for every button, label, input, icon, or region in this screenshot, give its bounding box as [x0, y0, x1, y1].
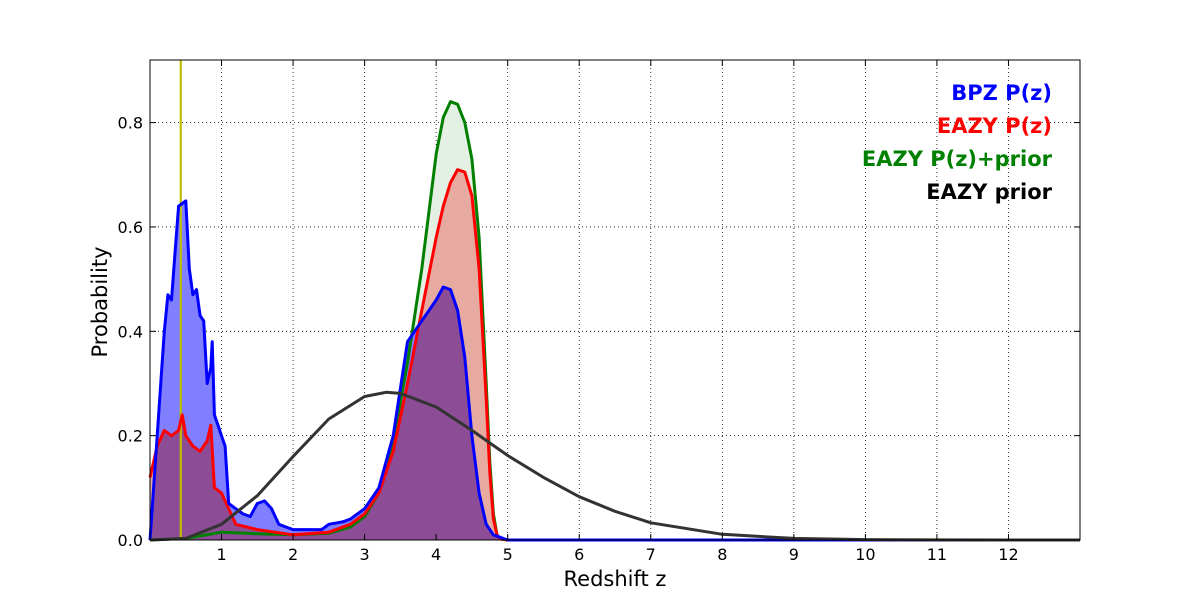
grid	[150, 60, 1080, 541]
y-tick-label-1: 0.2	[118, 427, 143, 446]
x-tick-label-2: 3	[360, 545, 370, 564]
legend-entry-bpz-p-z: BPZ P(z)	[951, 81, 1052, 105]
y-axis-title: Probability	[88, 246, 112, 357]
x-tick-label-0: 1	[216, 545, 226, 564]
x-tick-label-9: 10	[855, 545, 875, 564]
plot-area	[150, 60, 1080, 540]
legend-entry-eazy-p-z: EAZY P(z)	[937, 114, 1052, 138]
y-tick-label-0: 0.0	[118, 531, 143, 550]
x-tick-label-4: 5	[503, 545, 513, 564]
legend: BPZ P(z) EAZY P(z) EAZY P(z)+prior EAZY pri…	[862, 81, 1053, 204]
y-tick-label-4: 0.8	[118, 114, 143, 133]
x-tick-label-5: 6	[574, 545, 584, 564]
tick-labels: 1 2 3 4 5 6 7 8 9 10 11 120.00.20.40.60.8	[118, 114, 1019, 564]
legend-entry-eazy-p-z-prior: EAZY P(z)+prior	[862, 147, 1053, 171]
series-line-bpz-p-z	[148, 199, 1080, 542]
x-tick-label-8: 9	[789, 545, 799, 564]
axes	[149, 59, 1081, 541]
x-tick-label-10: 11	[927, 545, 947, 564]
x-axis-title: Redshift z	[564, 567, 667, 591]
series-layer	[148, 60, 1080, 542]
x-tick-label-6: 7	[646, 545, 656, 564]
x-tick-label-3: 4	[431, 545, 441, 564]
legend-entry-eazy-prior: EAZY prior	[926, 180, 1052, 204]
x-tick-label-1: 2	[288, 545, 298, 564]
x-tick-label-7: 8	[717, 545, 727, 564]
y-tick-label-3: 0.6	[118, 218, 143, 237]
y-tick-label-2: 0.4	[118, 322, 143, 341]
series-line-eazy-p-z	[148, 168, 1080, 542]
axes-frame	[149, 59, 1081, 541]
plot-background	[150, 60, 1080, 540]
x-tick-label-11: 12	[998, 545, 1018, 564]
series-line-eazy-prior	[149, 390, 1080, 542]
